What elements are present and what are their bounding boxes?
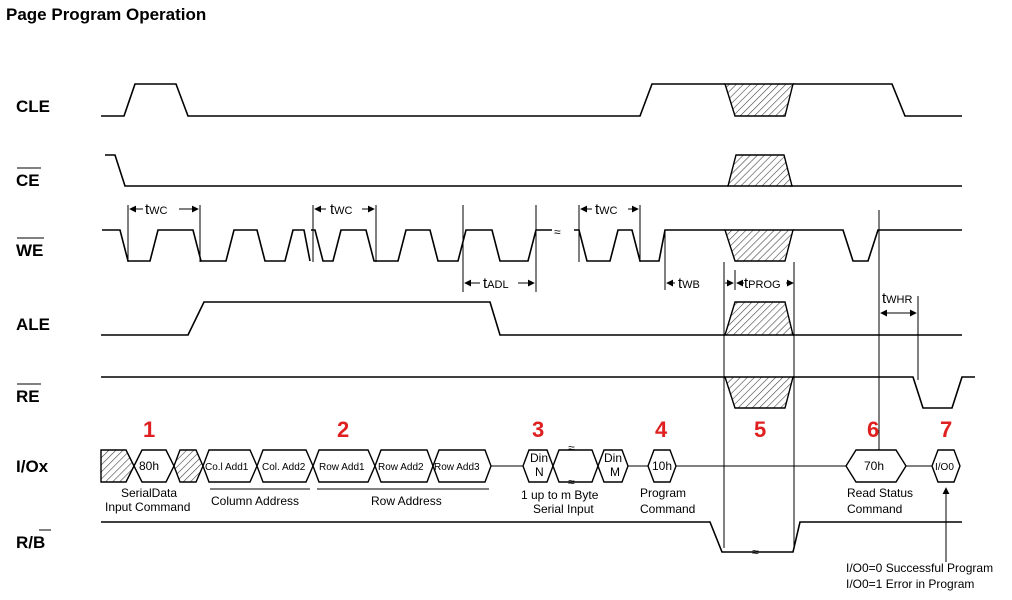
reference-lines	[127, 205, 919, 548]
step-5: 5	[754, 417, 766, 442]
signal-io-label: I/Ox	[16, 457, 49, 476]
signal-we-label: WE	[16, 241, 43, 260]
timing-arrows	[129, 205, 950, 562]
io-status-bit	[931, 449, 961, 483]
ale-waveform	[101, 301, 962, 336]
signal-ce-label: CE	[16, 171, 40, 190]
twb-label: tWB	[678, 275, 700, 292]
label-status-l1: Read Status	[847, 486, 913, 500]
rb-break-mark: ≈	[752, 545, 759, 559]
io-din-n-sub: N	[535, 465, 544, 479]
label-row-address: Row Address	[371, 494, 442, 508]
io-row-add2-text: Row Add2	[378, 462, 424, 473]
signal-rb-label: R/B	[16, 533, 45, 552]
step-3: 3	[532, 417, 544, 442]
tadl-label: tADL	[483, 275, 509, 292]
re-tprog-hatch	[724, 376, 794, 409]
label-serial-input-l1: 1 up to m Byte	[521, 488, 599, 502]
io-hatch-post	[173, 449, 204, 483]
io-col-add2-text: Col. Add2	[262, 462, 306, 473]
io-cmd-80h-text: 80h	[139, 459, 159, 473]
signal-ale-label: ALE	[16, 315, 50, 334]
twhr-label: tWHR	[882, 290, 912, 307]
cle-waveform	[101, 83, 962, 117]
label-serial-l1: SerialData	[121, 486, 177, 500]
io-bus: 80h Co.l Add1 Col. Add2 Row Add1 Row Add…	[100, 441, 961, 489]
ale-tprog-hatch	[724, 301, 794, 336]
page-title: Page Program Operation	[6, 5, 206, 24]
step-2: 2	[337, 417, 349, 442]
label-serial-l2: Input Command	[105, 500, 190, 514]
signal-re-label: RE	[16, 387, 40, 406]
we-waveform	[102, 229, 962, 262]
cle-tprog-hatch	[724, 83, 794, 117]
io-break-mark-top: ≈	[568, 441, 575, 455]
step-1: 1	[143, 417, 155, 442]
io-din-m-sub: M	[610, 465, 620, 479]
label-program-l2: Command	[640, 502, 695, 516]
io-cmd-70h-text: 70h	[864, 459, 884, 473]
label-column-address: Column Address	[211, 494, 299, 508]
label-program-l1: Program	[640, 486, 686, 500]
twc-label-2: tWC	[330, 201, 353, 218]
label-status-l2: Command	[847, 502, 902, 516]
io-hatch-pre	[100, 449, 135, 483]
we-tprog-hatch	[724, 229, 794, 262]
step-6: 6	[867, 417, 879, 442]
label-result-l2: I/O0=1 Error in Program	[846, 577, 974, 591]
io-status-bit-text: I/O0	[935, 462, 954, 473]
io-col-add1-text: Co.l Add1	[205, 462, 249, 473]
io-din-m-text: Din	[604, 451, 622, 465]
io-break-mark-bottom: ≈	[568, 475, 575, 489]
signal-cle-label: CLE	[16, 97, 50, 116]
step-4: 4	[655, 417, 668, 442]
label-result-l1: I/O0=0 Successful Program	[846, 561, 993, 575]
tprog-label: tPROG	[744, 275, 781, 292]
twc-label-1: tWC	[145, 201, 168, 218]
we-break-mark: ≈	[554, 225, 561, 239]
label-serial-input-l2: Serial Input	[533, 502, 594, 516]
step-7: 7	[940, 417, 952, 442]
ce-waveform	[105, 154, 962, 187]
twc-label-3: tWC	[595, 201, 618, 218]
io-din-gap	[552, 449, 599, 483]
ce-tprog-hatch	[727, 154, 793, 187]
io-cmd-10h-text: 10h	[652, 459, 672, 473]
rb-waveform	[101, 521, 962, 553]
io-row-add1-text: Row Add1	[319, 462, 365, 473]
io-row-add3-text: Row Add3	[434, 462, 480, 473]
io-din-n-text: Din	[530, 451, 548, 465]
re-waveform	[101, 376, 975, 409]
